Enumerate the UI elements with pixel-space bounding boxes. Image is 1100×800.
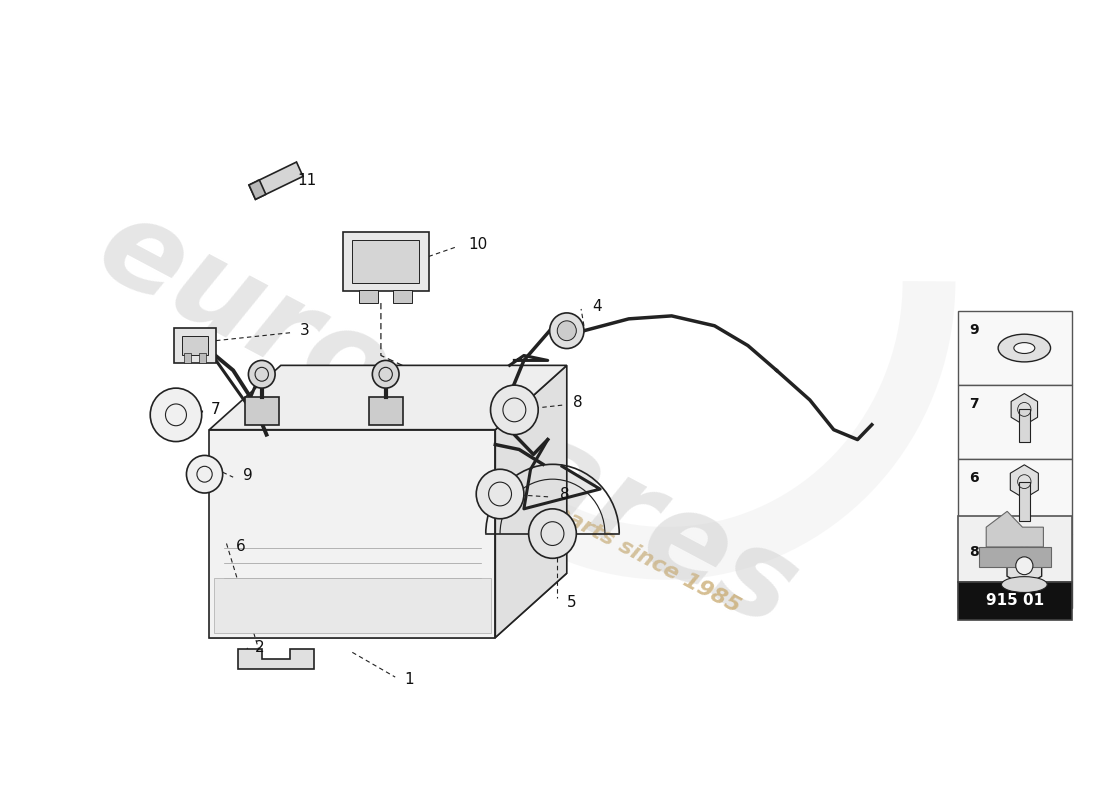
Polygon shape — [238, 650, 315, 669]
Bar — [368, 397, 403, 425]
Bar — [958, 385, 1072, 459]
Bar — [359, 290, 378, 303]
Polygon shape — [1006, 545, 1042, 586]
Circle shape — [476, 470, 524, 518]
Bar — [1019, 482, 1030, 522]
Text: 11: 11 — [297, 173, 317, 188]
Text: 10: 10 — [469, 237, 488, 252]
Bar — [979, 547, 1050, 566]
Circle shape — [151, 388, 201, 442]
Text: 5: 5 — [566, 595, 576, 610]
Bar — [958, 516, 1072, 582]
Text: 2: 2 — [255, 640, 265, 655]
Text: 6: 6 — [236, 539, 245, 554]
Text: 8: 8 — [969, 546, 979, 559]
Polygon shape — [249, 180, 266, 199]
Circle shape — [187, 455, 222, 493]
Text: 8: 8 — [560, 486, 570, 502]
Bar — [394, 290, 412, 303]
Bar — [174, 328, 216, 363]
Polygon shape — [209, 366, 566, 430]
Text: 3: 3 — [300, 323, 309, 338]
Bar — [958, 459, 1072, 534]
Circle shape — [491, 385, 538, 434]
Text: 4: 4 — [593, 299, 602, 314]
Circle shape — [1015, 557, 1033, 574]
Polygon shape — [209, 573, 566, 638]
Circle shape — [249, 361, 275, 388]
Bar — [958, 534, 1072, 608]
Bar — [958, 311, 1072, 385]
Text: eurospares: eurospares — [79, 186, 816, 653]
Text: 9: 9 — [243, 468, 252, 482]
Circle shape — [372, 361, 399, 388]
Ellipse shape — [1001, 577, 1047, 593]
Polygon shape — [495, 366, 566, 638]
Polygon shape — [209, 430, 495, 638]
Ellipse shape — [998, 334, 1050, 362]
Ellipse shape — [1014, 342, 1035, 354]
Text: 7: 7 — [969, 397, 979, 411]
Circle shape — [529, 509, 576, 558]
Bar — [1019, 410, 1030, 442]
Text: 915 01: 915 01 — [986, 594, 1044, 608]
Bar — [199, 354, 207, 363]
Text: a passion for parts since 1985: a passion for parts since 1985 — [399, 421, 744, 617]
Bar — [352, 240, 419, 283]
Text: 8: 8 — [573, 395, 583, 410]
Bar — [182, 336, 208, 355]
Polygon shape — [987, 511, 1044, 547]
Polygon shape — [1011, 394, 1037, 426]
Bar — [958, 582, 1072, 620]
Text: 6: 6 — [969, 471, 979, 486]
Bar — [214, 578, 491, 633]
Bar — [343, 232, 429, 291]
Text: 9: 9 — [969, 323, 979, 337]
Text: 1: 1 — [405, 671, 415, 686]
Circle shape — [558, 321, 576, 341]
Polygon shape — [1010, 465, 1038, 498]
Circle shape — [550, 313, 584, 349]
Polygon shape — [249, 162, 302, 199]
Bar — [244, 397, 279, 425]
Bar — [184, 354, 191, 363]
Text: 7: 7 — [211, 402, 221, 418]
